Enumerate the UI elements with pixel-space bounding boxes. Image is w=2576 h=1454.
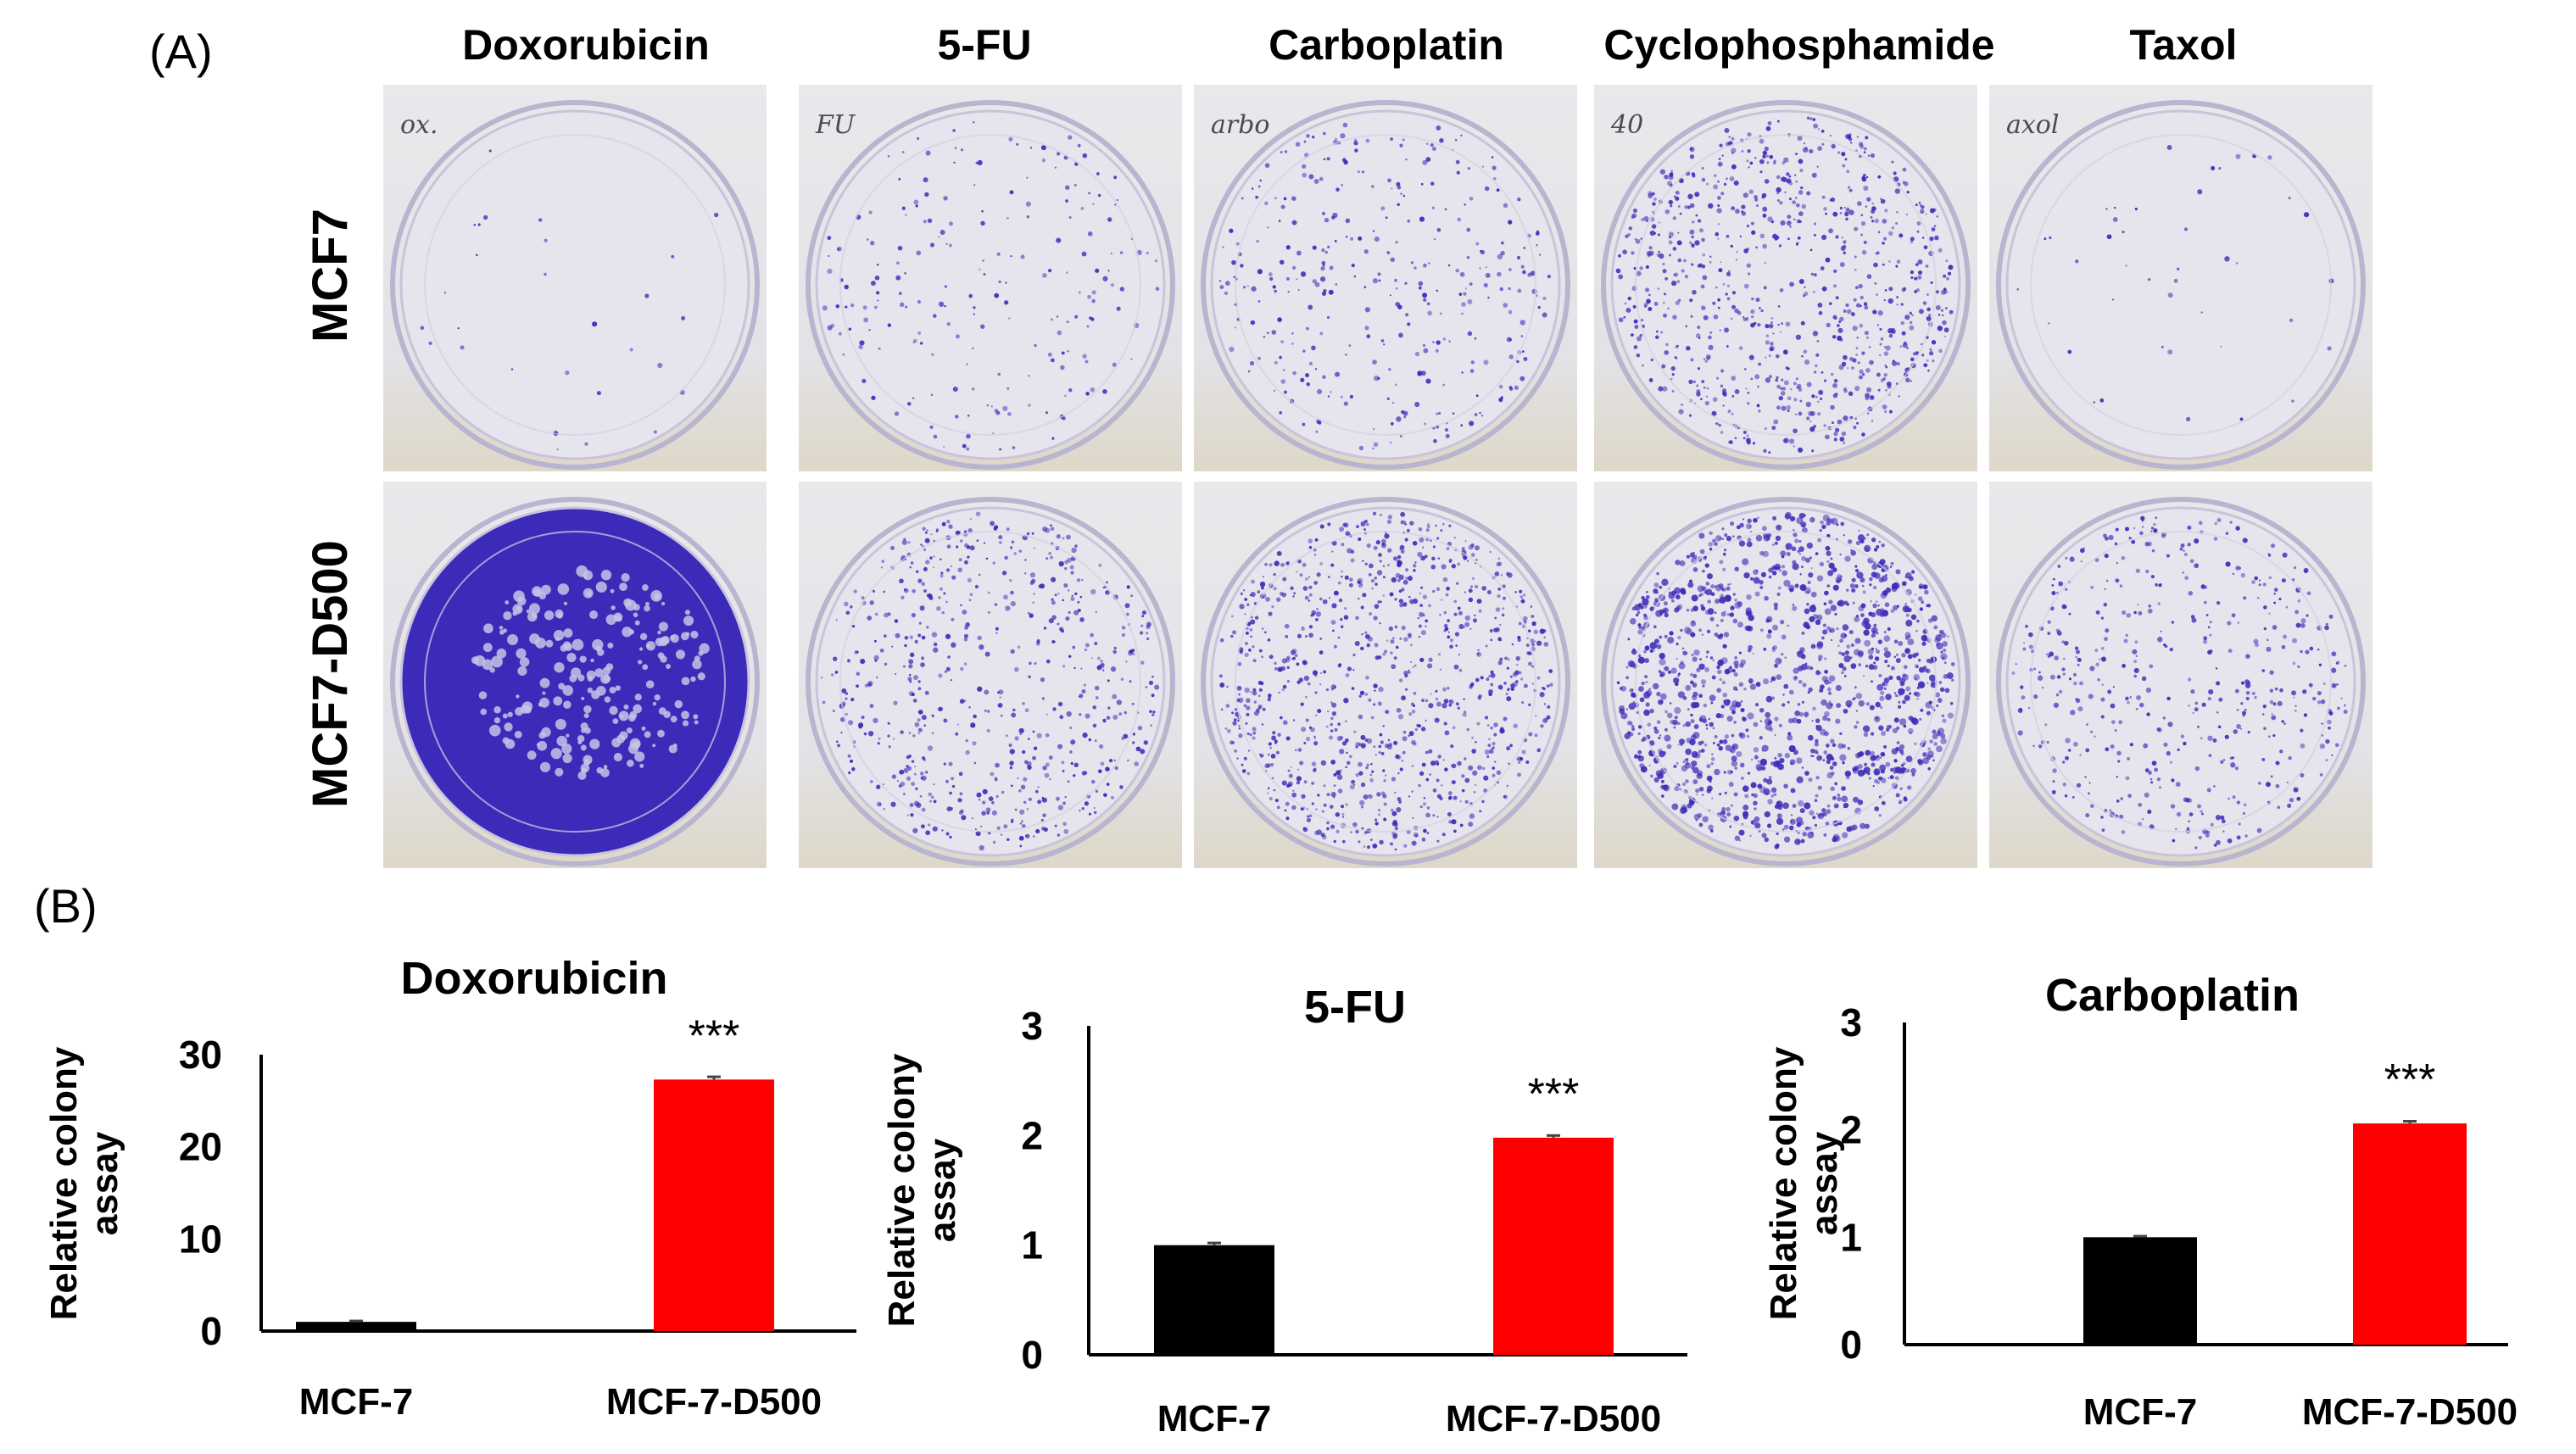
category-label: MCF-7	[299, 1381, 413, 1423]
dish-annotation: 40	[1611, 110, 1644, 140]
bar-mcf-7	[2083, 1237, 2197, 1345]
dish-annotation: axol	[2006, 110, 2060, 140]
y-tick-label: 3	[1021, 1004, 1043, 1048]
y-axis-label-line: assay	[84, 1131, 125, 1235]
bar-mcf-7	[296, 1322, 416, 1331]
y-axis-label: Relative colony assay	[43, 1046, 125, 1320]
dish-mcf7-3: 40	[1594, 85, 1977, 471]
y-tick-label: 1	[1840, 1215, 1862, 1259]
column-header-5fu: 5-FU	[937, 21, 1032, 69]
y-axis-label-line: Relative colony	[43, 1046, 85, 1320]
bar-mcf-7-d500	[2353, 1123, 2467, 1345]
dish-mcf7-d500-0	[383, 482, 767, 868]
significance-label: ***	[689, 1011, 740, 1061]
category-label: MCF-7	[2083, 1391, 2197, 1433]
dish-mcf7-d500-2	[1194, 482, 1577, 868]
panel-a-letter: (A)	[149, 25, 213, 78]
y-axis-label: Relative colony assay	[881, 1053, 963, 1327]
chart-title: 5-FU	[1304, 982, 1406, 1033]
dish-mcf7-2: arbo	[1194, 85, 1577, 471]
significance-label: ***	[1528, 1070, 1580, 1119]
dish-mcf7-d500-4	[1989, 482, 2372, 868]
column-header-carboplatin: Carboplatin	[1268, 21, 1504, 69]
y-tick-label: 2	[1840, 1108, 1862, 1152]
y-tick-label: 10	[179, 1217, 222, 1261]
bar-mcf-7-d500	[654, 1079, 774, 1331]
chart-title: Carboplatin	[2045, 970, 2300, 1021]
y-tick-label: 0	[1840, 1323, 1862, 1367]
column-header-cyclophosphamide: Cyclophosphamide	[1603, 21, 1995, 69]
column-header-doxorubicin: Doxorubicin	[462, 21, 710, 69]
dish-annotation: arbo	[1211, 110, 1270, 140]
category-label: MCF-7-D500	[1446, 1398, 1661, 1440]
y-tick-label: 2	[1021, 1113, 1043, 1157]
y-axis-label-line: Relative colony	[1763, 1046, 1804, 1320]
category-label: MCF-7-D500	[2302, 1391, 2517, 1433]
category-label: MCF-7	[1157, 1398, 1271, 1440]
dish-annotation: ox.	[400, 110, 438, 140]
y-tick-label: 0	[1021, 1333, 1043, 1377]
dish-mcf7-0: ox.	[383, 85, 767, 471]
y-tick-label: 20	[179, 1125, 222, 1169]
y-axis-label-line: assay	[922, 1138, 963, 1242]
bar-mcf-7	[1154, 1245, 1274, 1355]
y-tick-label: 30	[179, 1033, 222, 1077]
y-tick-label: 1	[1021, 1223, 1043, 1267]
category-label: MCF-7-D500	[606, 1381, 822, 1423]
dish-mcf7-4: axol	[1989, 85, 2372, 471]
dish-mcf7-d500-3	[1594, 482, 1977, 868]
dish-mcf7-d500-1	[799, 482, 1182, 868]
chart-title: Doxorubicin	[400, 953, 667, 1004]
y-tick-label: 0	[200, 1309, 222, 1353]
y-axis-label: Relative colony assay	[1763, 1046, 1845, 1320]
column-header-taxol: Taxol	[2129, 21, 2238, 69]
y-tick-label: 3	[1840, 1000, 1862, 1045]
dish-annotation: FU	[816, 110, 856, 140]
panel-b-letter: (B)	[34, 879, 98, 933]
bar-mcf-7-d500	[1493, 1137, 1614, 1355]
significance-label: ***	[2384, 1056, 2436, 1105]
dish-mcf7-1: FU	[799, 85, 1182, 471]
y-axis-label-line: Relative colony	[881, 1053, 923, 1327]
y-axis-label-line: assay	[1804, 1131, 1845, 1235]
